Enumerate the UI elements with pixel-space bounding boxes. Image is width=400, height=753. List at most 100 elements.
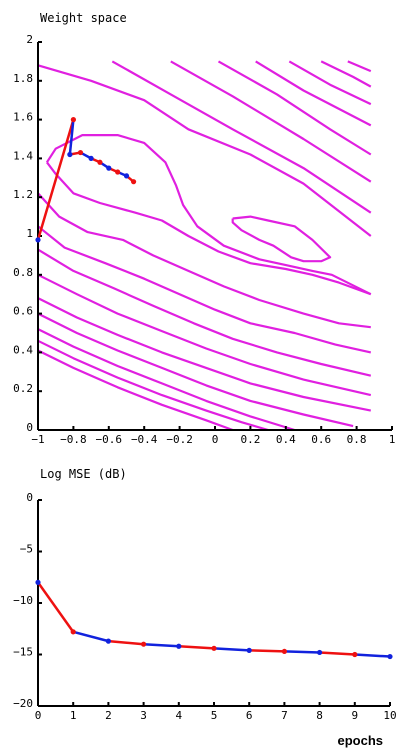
mse-x-tick-label: 2 (105, 709, 112, 722)
x-tick-label: −0.6 (96, 433, 123, 446)
mse-title: Log MSE (dB) (40, 467, 127, 481)
y-tick-label: 1.6 (13, 111, 33, 124)
mse-x-tick-label: 4 (175, 709, 182, 722)
x-tick-label: 0.8 (347, 433, 367, 446)
path-point (35, 237, 41, 243)
mse-segment (143, 642, 179, 648)
mse-x-tick-label: 3 (140, 709, 147, 722)
path-segment (36, 119, 75, 241)
path-point (67, 151, 73, 158)
mse-point (141, 641, 147, 647)
y-tick-label: 1 (26, 227, 33, 240)
contour-line-18 (37, 339, 269, 432)
y-tick-label: 1.2 (13, 188, 33, 201)
mse-x-tick-label: 9 (351, 709, 358, 722)
mse-x-axis-label: epochs (337, 733, 383, 748)
mse-x-tick-label: 1 (70, 709, 77, 722)
contour-line-11 (37, 192, 371, 329)
mse-point (211, 645, 217, 651)
path-point (70, 117, 76, 123)
mse-segment (354, 653, 391, 658)
path-point (123, 173, 130, 179)
mse-x-tick-label: 5 (211, 709, 218, 722)
x-tick-label: −0.4 (131, 433, 158, 446)
mse-point (387, 653, 393, 660)
mse-y-tick-label: 0 (26, 491, 33, 504)
path-point (106, 165, 112, 171)
weight-space-contours (37, 60, 372, 432)
y-tick-label: 0.2 (13, 382, 33, 395)
contour-line-1 (111, 60, 372, 214)
x-tick-label: 0.2 (240, 433, 260, 446)
mse-segment (36, 581, 75, 633)
mse-segment (178, 645, 215, 650)
mse-point (105, 638, 111, 644)
contour-line-3 (217, 60, 372, 156)
mse-segment (213, 647, 250, 652)
contour-line-10 (231, 215, 332, 263)
mse-line (35, 579, 393, 660)
contour-line-19 (37, 349, 234, 432)
y-tick-label: 1.4 (13, 149, 33, 162)
contour-line-9 (46, 161, 372, 296)
contour-line-16 (37, 312, 354, 428)
mse-x-tick-label: 8 (316, 709, 323, 722)
y-tick-label: 1.8 (13, 72, 33, 85)
y-tick-label: 0.4 (13, 343, 33, 356)
path-point (115, 169, 121, 175)
mse-y-tick-label: −20 (13, 697, 33, 710)
mse-y-tick-label: −15 (13, 646, 33, 659)
path-point (88, 155, 94, 161)
x-tick-label: 0 (212, 433, 219, 446)
x-tick-label: 0.4 (276, 433, 296, 446)
contour-line-15 (37, 297, 372, 412)
path-point (77, 149, 84, 156)
x-tick-label: −0.2 (166, 433, 193, 446)
contour-line-14 (37, 273, 372, 397)
mse-point (281, 648, 287, 655)
weight-space-axes: 0 0.2 0.4 0.6 0.8 1 1.2 1.4 1.6 1.8 2 −1 −0.8 −0.6 −0.… (13, 33, 395, 446)
contour-line-6 (320, 60, 372, 88)
weight-space-path (35, 117, 137, 243)
contour-line-17 (37, 328, 295, 432)
mse-segment (284, 650, 320, 654)
contour-line-2 (170, 60, 372, 183)
mse-point (352, 651, 358, 658)
y-tick-label: 0 (26, 421, 33, 434)
mse-segment (108, 639, 144, 646)
mse-point (70, 629, 76, 635)
mse-segment (319, 651, 355, 656)
mse-y-tick-label: −5 (20, 543, 33, 556)
contour-line-12 (37, 225, 372, 354)
mse-point (176, 643, 182, 649)
contour-line-8 (45, 134, 372, 296)
mse-segment (72, 630, 109, 643)
y-tick-label: 0.8 (13, 266, 33, 279)
mse-point (246, 647, 252, 653)
path-point (97, 159, 103, 165)
contour-line-0 (37, 64, 372, 237)
path-point (130, 179, 137, 185)
mse-x-tick-label: 6 (246, 709, 253, 722)
mse-point (35, 579, 41, 586)
mse-y-tick-label: −10 (13, 594, 33, 607)
path-segment (68, 119, 75, 155)
x-tick-label: 0.6 (311, 433, 331, 446)
contour-line-7 (347, 60, 372, 73)
contour-line-4 (255, 60, 372, 127)
mse-axes: 0−5−10−15−200 1 2 3 4 5 6 7 8 9 10 (13, 491, 397, 722)
mse-point (317, 649, 323, 656)
weight-space-title: Weight space (40, 11, 127, 25)
contour-line-13 (37, 248, 372, 377)
contour-line-5 (288, 60, 372, 106)
x-tick-label: −0.8 (60, 433, 87, 446)
mse-x-tick-label: 0 (35, 709, 42, 722)
x-tick-label: 1 (389, 433, 396, 446)
y-tick-label: 0.6 (13, 305, 33, 318)
y-tick-label: 2 (26, 33, 33, 46)
mse-segment (249, 649, 285, 653)
x-tick-label: −1 (31, 433, 44, 446)
mse-x-tick-label: 7 (281, 709, 288, 722)
mse-x-tick-label: 10 (383, 709, 396, 722)
